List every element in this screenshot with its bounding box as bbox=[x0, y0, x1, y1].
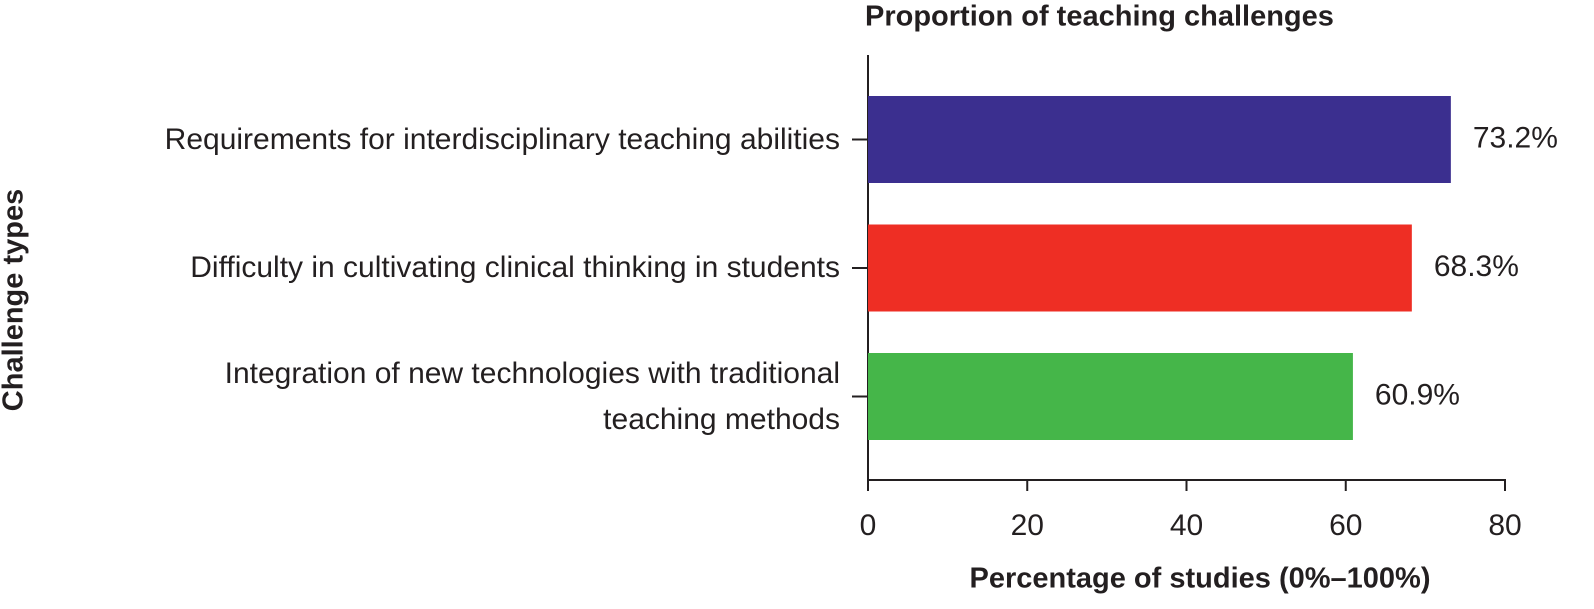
bar bbox=[868, 353, 1353, 440]
y-tick-label: Difficulty in cultivating clinical think… bbox=[190, 251, 840, 284]
y-tick-label: Requirements for interdisciplinary teach… bbox=[164, 122, 840, 156]
x-axis-label: Percentage of studies (0%–100%) bbox=[970, 563, 1431, 595]
x-tick-label: 20 bbox=[1011, 509, 1044, 542]
x-tick-label: 0 bbox=[860, 509, 877, 542]
value-label: 73.2% bbox=[1473, 121, 1558, 154]
x-tick-label: 80 bbox=[1488, 509, 1521, 542]
x-tick-label: 40 bbox=[1170, 509, 1203, 542]
y-tick-label: Integration of new technologies with tra… bbox=[224, 356, 840, 436]
y-axis-label: Challenge types bbox=[0, 189, 30, 411]
value-label: 60.9% bbox=[1375, 378, 1460, 411]
x-tick-label: 60 bbox=[1329, 509, 1362, 542]
value-label: 68.3% bbox=[1434, 250, 1519, 283]
chart-title: Proportion of teaching challenges bbox=[865, 1, 1334, 33]
bar bbox=[868, 96, 1451, 183]
bar bbox=[868, 224, 1412, 312]
